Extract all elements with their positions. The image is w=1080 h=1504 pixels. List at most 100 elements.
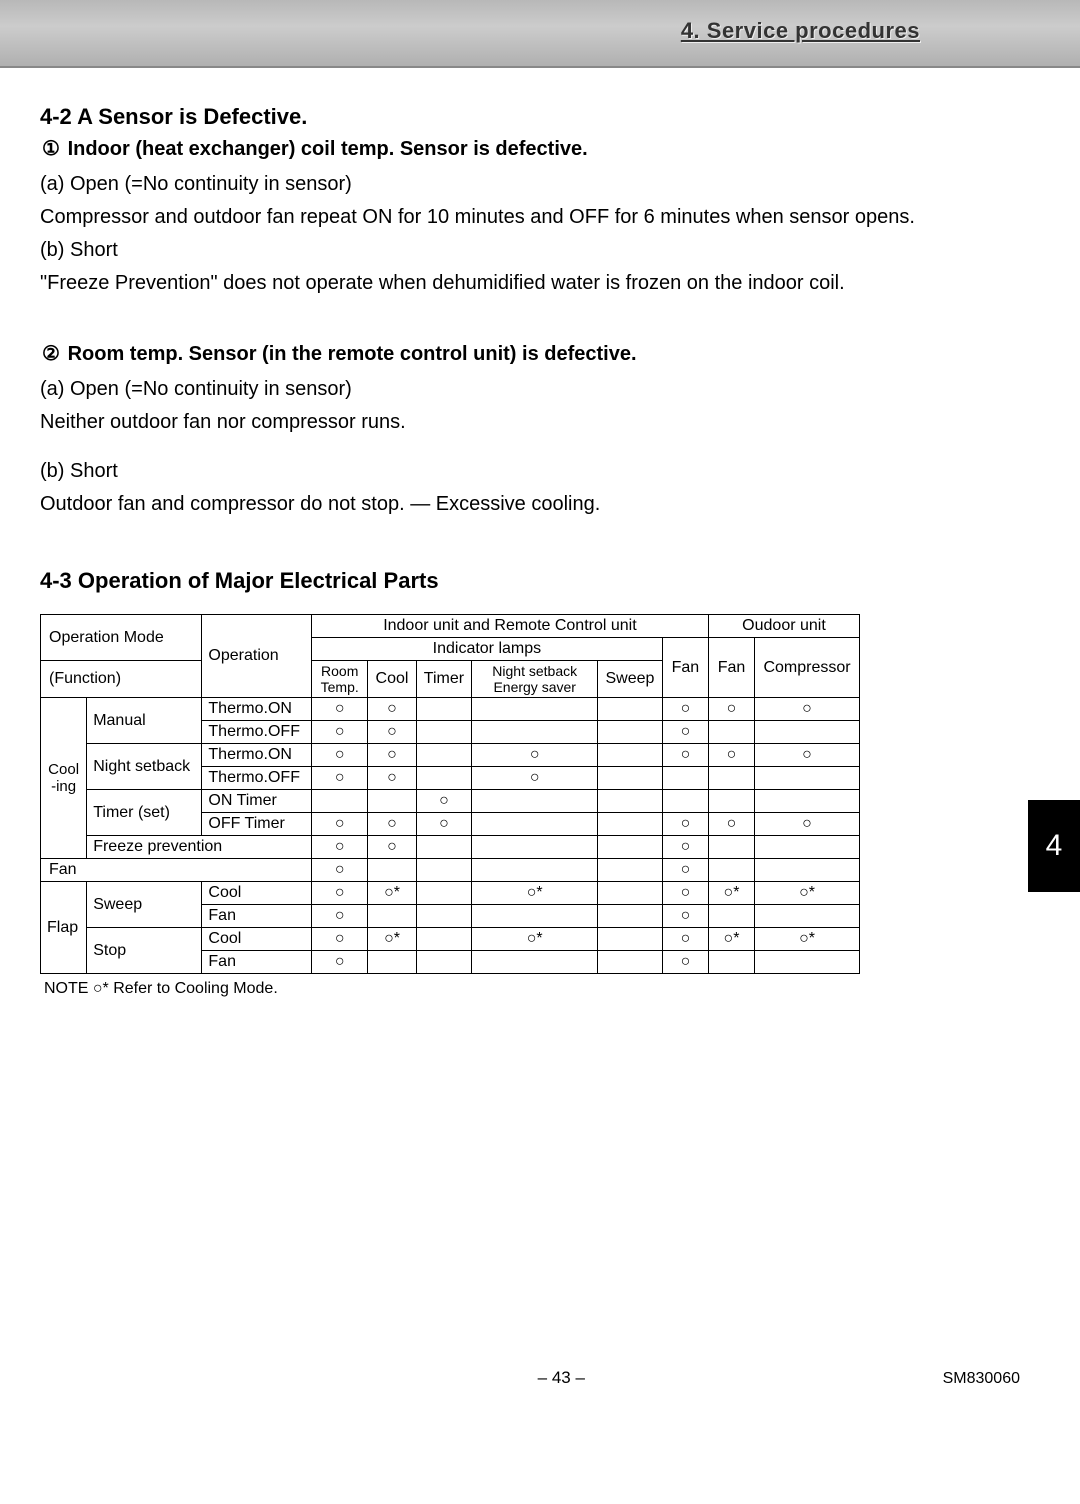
cell xyxy=(598,928,663,951)
cell xyxy=(416,859,472,882)
th-indicator: Indicator lamps xyxy=(311,638,662,661)
func-flap: Flap xyxy=(41,882,87,974)
th-cool: Cool xyxy=(368,661,416,698)
cell xyxy=(368,951,416,974)
cell xyxy=(708,951,754,974)
item1-b-label: (b) Short xyxy=(40,237,1040,264)
cell: ○ xyxy=(662,951,708,974)
cell: ○ xyxy=(311,721,368,744)
cell: ○ xyxy=(311,905,368,928)
cell xyxy=(472,721,598,744)
item2-b-body: Outdoor fan and compressor do not stop. … xyxy=(40,491,1040,518)
th-opmode: Operation Mode xyxy=(41,615,202,661)
cell xyxy=(598,744,663,767)
cell xyxy=(472,836,598,859)
cell: ○ xyxy=(311,928,368,951)
cell-op: OFF Timer xyxy=(202,813,312,836)
cell-op: Thermo.OFF xyxy=(202,721,312,744)
subitem-1-head: ① Indoor (heat exchanger) coil temp. Sen… xyxy=(40,136,1040,161)
cell: ○ xyxy=(416,790,472,813)
cell-op: Fan xyxy=(202,951,312,974)
func-fan: Fan xyxy=(41,859,312,882)
th-room: Room Temp. xyxy=(311,661,368,698)
cell-op: Fan xyxy=(202,905,312,928)
cell xyxy=(472,698,598,721)
cell xyxy=(598,790,663,813)
operations-table: Operation Mode Operation Indoor unit and… xyxy=(40,614,860,974)
cell xyxy=(416,721,472,744)
cell: ○ xyxy=(662,836,708,859)
table-row: Timer (set) ON Timer ○ xyxy=(41,790,860,813)
cell-op: ON Timer xyxy=(202,790,312,813)
cell xyxy=(598,836,663,859)
cell: ○ xyxy=(662,905,708,928)
chapter-title: 4. Service procedures xyxy=(681,18,920,44)
func-timer: Timer (set) xyxy=(87,790,202,836)
th-indoor: Indoor unit and Remote Control unit xyxy=(311,615,708,638)
cell: ○* xyxy=(368,928,416,951)
subitem-2-title: Room temp. Sensor (in the remote control… xyxy=(68,343,637,365)
cell xyxy=(472,790,598,813)
cell: ○* xyxy=(755,928,860,951)
cell: ○ xyxy=(311,744,368,767)
th-fan: Fan xyxy=(662,638,708,698)
cell: ○ xyxy=(708,813,754,836)
cell xyxy=(598,767,663,790)
func-freeze: Freeze prevention xyxy=(87,836,312,859)
cell-op: Thermo.OFF xyxy=(202,767,312,790)
cell: ○ xyxy=(311,859,368,882)
cell xyxy=(416,882,472,905)
cell xyxy=(755,836,860,859)
cell: ○ xyxy=(708,744,754,767)
cell xyxy=(416,951,472,974)
cell: ○* xyxy=(755,882,860,905)
cell: ○ xyxy=(311,951,368,974)
cell: ○* xyxy=(472,928,598,951)
cell: ○ xyxy=(662,882,708,905)
func-sweep: Sweep xyxy=(87,882,202,928)
func-stop: Stop xyxy=(87,928,202,974)
cell xyxy=(708,767,754,790)
table-row: Flap Sweep Cool ○ ○* ○* ○ ○* ○* xyxy=(41,882,860,905)
cell xyxy=(416,928,472,951)
section-4-3-title: 4-3 Operation of Major Electrical Parts xyxy=(40,568,1040,594)
side-tab: 4 xyxy=(1028,800,1080,892)
func-cooling: Cool -ing xyxy=(41,698,87,859)
item2-a-body: Neither outdoor fan nor compressor runs. xyxy=(40,409,1040,436)
item1-a-label: (a) Open (=No continuity in sensor) xyxy=(40,171,1040,198)
cell xyxy=(598,882,663,905)
header-band: 4. Service procedures xyxy=(0,0,1080,68)
cell: ○ xyxy=(662,859,708,882)
cell xyxy=(662,790,708,813)
cell xyxy=(708,905,754,928)
cell xyxy=(755,905,860,928)
cell: ○* xyxy=(708,882,754,905)
cell: ○ xyxy=(755,698,860,721)
cell xyxy=(708,859,754,882)
cell xyxy=(368,859,416,882)
cell: ○ xyxy=(662,813,708,836)
table-row: Operation Mode Operation Indoor unit and… xyxy=(41,615,860,638)
cell: ○* xyxy=(368,882,416,905)
cell xyxy=(598,859,663,882)
cell: ○ xyxy=(368,744,416,767)
cell: ○ xyxy=(708,698,754,721)
cell xyxy=(311,790,368,813)
cell xyxy=(662,767,708,790)
cell xyxy=(755,721,860,744)
cell: ○ xyxy=(368,721,416,744)
page-number: – 43 – xyxy=(180,1368,943,1388)
cell: ○ xyxy=(368,836,416,859)
cell: ○ xyxy=(662,721,708,744)
circled-2-icon: ② xyxy=(40,341,62,366)
cell xyxy=(598,721,663,744)
cell xyxy=(472,905,598,928)
cell: ○ xyxy=(662,698,708,721)
cell: ○ xyxy=(311,813,368,836)
table-row: Night setback Thermo.ON ○ ○ ○ ○ ○ ○ xyxy=(41,744,860,767)
table-note: NOTE ○* Refer to Cooling Mode. xyxy=(44,980,1040,998)
cell xyxy=(598,951,663,974)
cell xyxy=(472,859,598,882)
th-outdoor: Oudoor unit xyxy=(708,615,859,638)
cell: ○ xyxy=(472,767,598,790)
